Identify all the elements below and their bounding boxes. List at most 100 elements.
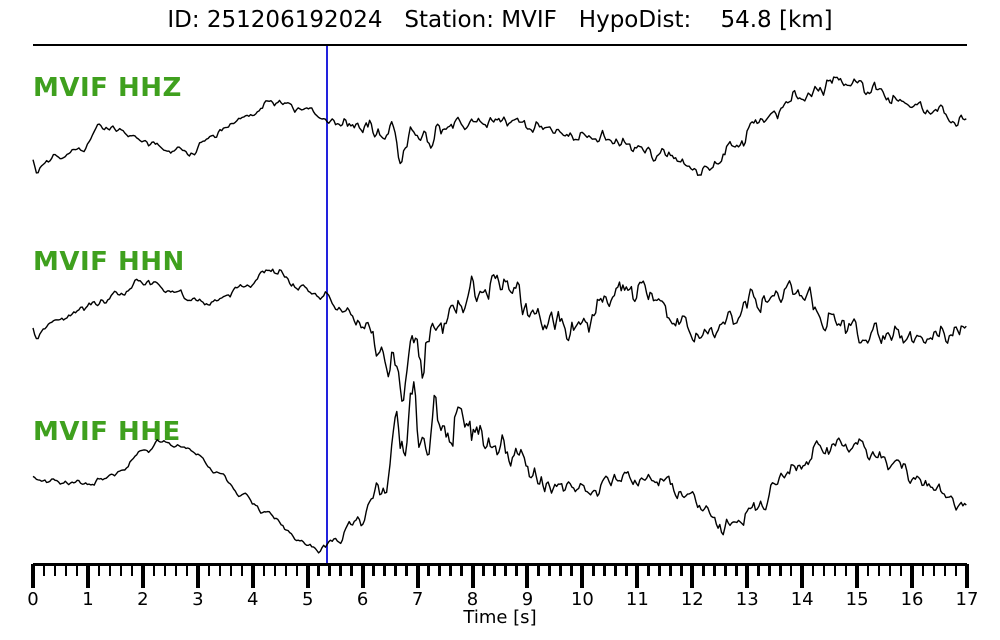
- axis-tick-major: [800, 564, 805, 588]
- axis-tick-minor: [548, 564, 551, 576]
- axis-tick-minor: [932, 564, 936, 576]
- axis-tick-major: [470, 564, 475, 588]
- axis-tick-minor: [394, 564, 397, 576]
- axis-tick-minor: [954, 564, 958, 576]
- axis-tick-minor: [152, 564, 156, 576]
- axis-tick-minor: [185, 564, 189, 576]
- axis-tick-minor: [757, 564, 760, 576]
- axis-tick-minor: [559, 564, 562, 576]
- axis-tick-minor: [339, 564, 342, 576]
- axis-tick-label: 13: [735, 589, 759, 610]
- phase-pick-line: [325, 46, 328, 563]
- channel-label-hhe: MVIF HHE: [33, 417, 181, 447]
- axis-tick-minor: [811, 564, 815, 576]
- axis-tick-minor: [207, 564, 211, 576]
- time-axis-line: [33, 563, 967, 566]
- axis-tick-major: [140, 564, 145, 588]
- axis-tick-minor: [537, 564, 540, 576]
- axis-tick-minor: [108, 564, 112, 576]
- axis-tick-minor: [317, 564, 320, 576]
- axis-tick-minor: [504, 564, 507, 576]
- axis-tick-major: [360, 564, 365, 588]
- axis-tick-minor: [130, 564, 134, 576]
- axis-tick-major: [690, 564, 695, 588]
- axis-tick-minor: [603, 564, 606, 576]
- axis-tick-minor: [295, 564, 299, 576]
- axis-tick-label: 9: [521, 589, 534, 610]
- axis-tick-minor: [768, 564, 771, 576]
- axis-tick-major: [250, 564, 255, 588]
- axis-tick-minor: [866, 564, 870, 576]
- axis-tick-major: [525, 564, 530, 588]
- axis-tick-minor: [724, 564, 727, 576]
- axis-tick-major: [85, 564, 90, 588]
- axis-tick-minor: [779, 564, 782, 576]
- axis-tick-label: 0: [27, 589, 39, 610]
- axis-tick-minor: [163, 564, 167, 576]
- axis-tick-label: 2: [137, 589, 149, 610]
- axis-tick-minor: [174, 564, 178, 576]
- axis-tick-minor: [669, 564, 672, 576]
- axis-tick-major: [305, 564, 310, 588]
- axis-tick-label: 11: [625, 589, 649, 610]
- axis-tick-minor: [789, 564, 793, 576]
- axis-tick-minor: [943, 564, 947, 576]
- x-axis-label: Time [s]: [463, 607, 537, 628]
- axis-tick-minor: [460, 564, 463, 576]
- axis-tick-minor: [449, 564, 452, 576]
- trace-mvif-hhn: [32, 268, 967, 402]
- axis-tick-minor: [822, 564, 826, 576]
- axis-tick-label: 14: [790, 589, 814, 610]
- axis-tick-label: 8: [466, 589, 479, 610]
- axis-tick-minor: [702, 564, 705, 576]
- axis-tick-minor: [570, 564, 573, 576]
- axis-tick-minor: [229, 564, 233, 576]
- trace-mvif-hhe: [32, 381, 967, 554]
- axis-tick-label: 15: [845, 589, 869, 610]
- plot-title: ID: 251206192024 Station: MVIF HypoDist:…: [167, 7, 833, 33]
- axis-tick-minor: [75, 564, 79, 576]
- axis-tick-minor: [680, 564, 683, 576]
- axis-tick-minor: [97, 564, 101, 576]
- axis-tick-minor: [735, 564, 738, 576]
- axis-tick-label: 10: [570, 589, 594, 610]
- axis-tick-minor: [119, 564, 123, 576]
- axis-tick-minor: [372, 564, 375, 576]
- axis-tick-minor: [592, 564, 595, 576]
- channel-label-hhz: MVIF HHZ: [33, 73, 182, 103]
- axis-tick-minor: [899, 564, 903, 576]
- axis-tick-minor: [262, 564, 266, 576]
- axis-tick-minor: [284, 564, 288, 576]
- axis-tick-minor: [844, 564, 848, 576]
- axis-tick-minor: [350, 564, 353, 576]
- axis-tick-label: 5: [301, 589, 314, 610]
- axis-tick-label: 7: [411, 589, 424, 610]
- axis-tick-minor: [240, 564, 244, 576]
- axis-tick-minor: [427, 564, 430, 576]
- title-separator-line: [33, 44, 967, 46]
- axis-tick-minor: [625, 564, 628, 576]
- axis-tick-minor: [658, 564, 661, 576]
- axis-tick-minor: [921, 564, 925, 576]
- axis-tick-minor: [405, 564, 408, 576]
- axis-tick-minor: [647, 564, 650, 576]
- axis-tick-major: [580, 564, 585, 588]
- axis-tick-major: [855, 564, 860, 588]
- axis-tick-label: 16: [900, 589, 924, 610]
- axis-tick-major: [31, 564, 35, 588]
- axis-tick-label: 12: [680, 589, 704, 610]
- channel-label-hhn: MVIF HHN: [33, 247, 185, 277]
- axis-tick-minor: [64, 564, 68, 576]
- axis-tick-minor: [888, 564, 892, 576]
- axis-tick-minor: [877, 564, 881, 576]
- axis-tick-minor: [328, 564, 331, 576]
- axis-tick-major: [635, 564, 640, 588]
- axis-tick-major: [745, 564, 750, 588]
- axis-tick-label: 3: [192, 589, 204, 610]
- axis-tick-minor: [273, 564, 277, 576]
- axis-tick-minor: [383, 564, 386, 576]
- axis-tick-minor: [493, 564, 496, 576]
- axis-tick-label: 4: [247, 589, 259, 610]
- axis-tick-minor: [614, 564, 617, 576]
